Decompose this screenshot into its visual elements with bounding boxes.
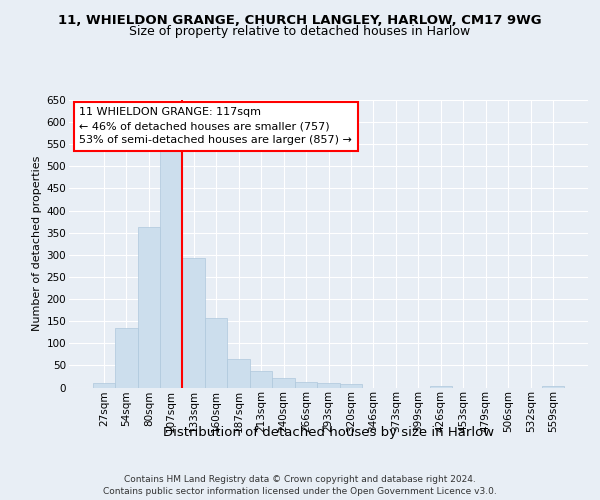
Y-axis label: Number of detached properties: Number of detached properties [32,156,43,332]
Bar [542,386,565,388]
Text: Contains HM Land Registry data © Crown copyright and database right 2024.: Contains HM Land Registry data © Crown c… [124,474,476,484]
Bar [250,370,272,388]
Bar [160,150,182,388]
Bar [430,386,452,388]
Bar [92,383,115,388]
Text: Contains public sector information licensed under the Open Government Licence v3: Contains public sector information licen… [103,486,497,496]
Text: Distribution of detached houses by size in Harlow: Distribution of detached houses by size … [163,426,494,439]
Bar [137,228,160,388]
Bar [182,258,205,388]
Bar [205,318,227,388]
Bar [295,382,317,388]
Bar [115,328,137,388]
Text: Size of property relative to detached houses in Harlow: Size of property relative to detached ho… [130,25,470,38]
Text: 11 WHIELDON GRANGE: 117sqm
← 46% of detached houses are smaller (757)
53% of sem: 11 WHIELDON GRANGE: 117sqm ← 46% of deta… [79,107,352,145]
Bar [227,359,250,388]
Bar [340,384,362,388]
Bar [272,378,295,388]
Text: 11, WHIELDON GRANGE, CHURCH LANGLEY, HARLOW, CM17 9WG: 11, WHIELDON GRANGE, CHURCH LANGLEY, HAR… [58,14,542,27]
Bar [317,383,340,388]
